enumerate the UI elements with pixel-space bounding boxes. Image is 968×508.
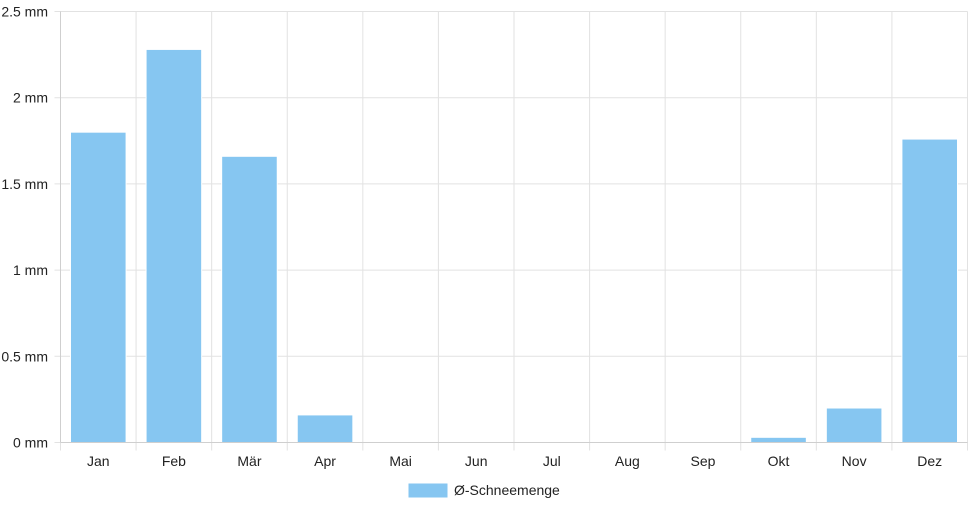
- y-tick-label: 1 mm: [13, 262, 48, 278]
- y-tick-label: 0.5 mm: [1, 348, 48, 364]
- x-tick-label: Apr: [314, 453, 336, 469]
- x-tick-label: Nov: [842, 453, 867, 469]
- bar-okt[interactable]: [750, 436, 807, 444]
- legend[interactable]: Ø-Schneemenge: [407, 482, 560, 499]
- bar-apr[interactable]: [296, 414, 354, 443]
- y-tick-label: 2.5 mm: [1, 4, 48, 20]
- bar-feb[interactable]: [145, 48, 203, 443]
- x-tick-labels: Jan Feb Mär Apr Mai Jun Jul Aug Sep Okt Nov Dez: [87, 453, 942, 469]
- legend-swatch[interactable]: [407, 482, 449, 499]
- bar-dez[interactable]: [901, 138, 959, 444]
- y-tick-label: 0 mm: [13, 435, 48, 451]
- x-tick-label: Okt: [768, 453, 790, 469]
- x-tick-label: Mai: [389, 453, 412, 469]
- legend-label[interactable]: Ø-Schneemenge: [454, 482, 560, 498]
- x-tick-label: Sep: [690, 453, 715, 469]
- bar-jan[interactable]: [70, 131, 127, 443]
- x-tick-label: Dez: [917, 453, 942, 469]
- x-tick-label: Mär: [237, 453, 261, 469]
- bar-mär[interactable]: [221, 155, 278, 443]
- grid-lines: [54, 11, 968, 451]
- x-tick-label: Aug: [615, 453, 640, 469]
- bars: [70, 48, 959, 444]
- y-tick-label: 1.5 mm: [1, 176, 48, 192]
- bar-nov[interactable]: [825, 407, 883, 443]
- x-tick-label: Jan: [87, 453, 110, 469]
- axes: [60, 11, 968, 443]
- x-tick-label: Jun: [465, 453, 488, 469]
- x-tick-label: Feb: [162, 453, 186, 469]
- x-tick-label: Jul: [543, 453, 561, 469]
- y-tick-labels: 0 mm 0.5 mm 1 mm 1.5 mm 2 mm 2.5 mm: [1, 4, 48, 451]
- y-tick-label: 2 mm: [13, 90, 48, 106]
